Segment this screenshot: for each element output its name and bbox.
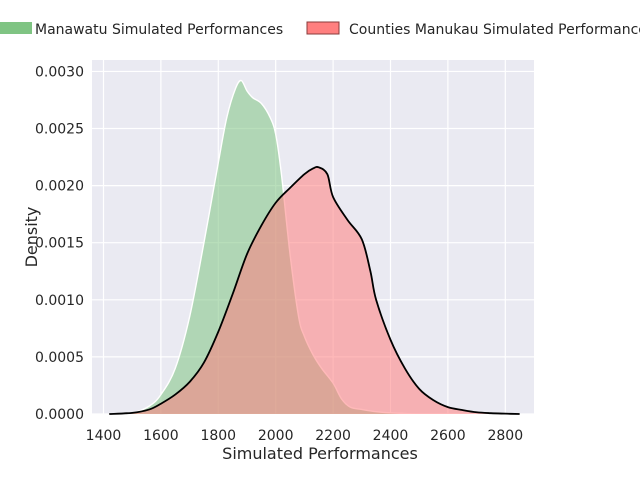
- x-tick-label: 2800: [487, 428, 523, 444]
- x-tick-label: 2600: [430, 428, 466, 444]
- legend-label-2: Counties Manukau Simulated Performances: [349, 22, 640, 38]
- tick-labels: 1400 1600 1800 2000 2200 2400 2600 2800 0.0000 0.…: [35, 64, 523, 444]
- y-tick-label: 0.0005: [35, 350, 84, 366]
- legend-label-1: Manawatu Simulated Performances: [35, 22, 283, 38]
- x-tick-label: 2400: [373, 428, 409, 444]
- x-axis-label: Simulated Performances: [222, 444, 418, 463]
- legend-swatch-2: [306, 21, 340, 35]
- x-tick-label: 1600: [143, 428, 179, 444]
- density-area-series-1: [109, 80, 506, 415]
- y-tick-label: 0.0010: [35, 293, 84, 309]
- y-tick-label: 0.0025: [35, 122, 84, 138]
- y-tick-label: 0.0030: [35, 64, 84, 80]
- x-tick-label: 1400: [86, 428, 122, 444]
- density-line-series-2: [109, 166, 520, 415]
- density-area-series-2: [109, 166, 520, 414]
- density-areas: [109, 79, 520, 415]
- x-tick-label: 2000: [258, 428, 294, 444]
- x-tick-label: 2200: [315, 428, 351, 444]
- x-tick-label: 1800: [200, 428, 236, 444]
- y-tick-label: 0.0000: [35, 407, 84, 423]
- legend-swatch-1: [0, 22, 32, 34]
- y-axis-label: Density: [22, 207, 41, 268]
- y-tick-label: 0.0015: [35, 236, 84, 252]
- y-tick-label: 0.0020: [35, 179, 84, 195]
- legend: Manawatu Simulated Performances Counties …: [0, 21, 640, 38]
